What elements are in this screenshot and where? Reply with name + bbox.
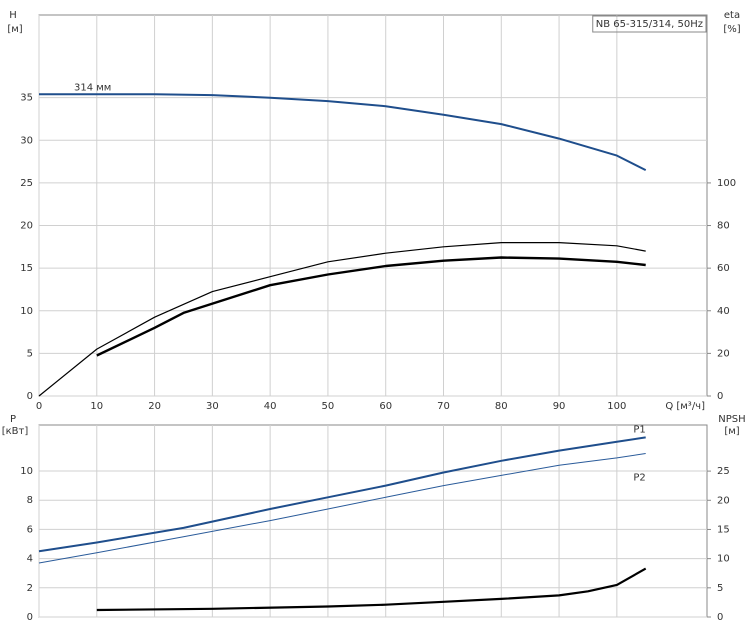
- y2-axis-unit: [м]: [724, 426, 739, 437]
- x-tick-label: 90: [553, 401, 566, 412]
- y2-axis-label: NPSH: [718, 414, 745, 425]
- chart-title: NB 65-315/314, 50Hz: [596, 19, 703, 30]
- y-tick-label: 8: [27, 495, 33, 506]
- y-tick-label: 35: [20, 93, 33, 104]
- y-tick-label: 6: [27, 524, 33, 535]
- y2-tick-label: 5: [717, 583, 723, 594]
- y2-tick-label: 25: [717, 466, 730, 477]
- x-tick-label: 10: [90, 401, 103, 412]
- y-tick-label: 15: [20, 263, 33, 274]
- x-tick-label: 100: [607, 401, 626, 412]
- curve: [96, 567, 647, 612]
- y2-tick-label: 40: [717, 306, 730, 317]
- y-tick-label: 10: [20, 306, 33, 317]
- x-tick-label: 50: [322, 401, 335, 412]
- y2-tick-label: 15: [717, 524, 730, 535]
- x-tick-label: 80: [495, 401, 508, 412]
- series-label: 314 мм: [74, 82, 111, 93]
- y2-tick-label: 80: [717, 221, 730, 232]
- y-tick-label: 20: [20, 221, 33, 232]
- y2-axis-unit: [%]: [723, 24, 740, 35]
- curve: [39, 93, 647, 171]
- x-tick-label: 30: [206, 401, 219, 412]
- y-axis-unit: [м]: [7, 24, 22, 35]
- curve: [38, 436, 646, 553]
- y-tick-label: 25: [20, 178, 33, 189]
- curve: [96, 256, 646, 357]
- y-axis-label: H: [9, 10, 17, 21]
- series-label: P1: [633, 424, 645, 435]
- x-tick-label: 0: [36, 401, 42, 412]
- curve: [38, 453, 646, 564]
- y-tick-label: 5: [27, 348, 33, 359]
- y-tick-label: 10: [20, 466, 33, 477]
- y-axis-unit: [кВт]: [2, 426, 29, 437]
- x-tick-label: 60: [379, 401, 392, 412]
- plot-area: [38, 424, 708, 618]
- y2-axis-label: eta: [724, 10, 740, 21]
- y2-tick-label: 60: [717, 263, 730, 274]
- x-axis-label: Q [м³/ч]: [665, 401, 705, 412]
- y-axis-label: P: [10, 414, 16, 425]
- series-label: P2: [633, 472, 645, 483]
- y-tick-label: 0: [27, 391, 33, 402]
- curve: [38, 242, 646, 397]
- y2-tick-label: 0: [717, 612, 723, 623]
- y2-tick-label: 20: [717, 348, 730, 359]
- y-tick-label: 2: [27, 583, 33, 594]
- x-tick-label: 20: [148, 401, 161, 412]
- x-tick-label: 70: [437, 401, 450, 412]
- title-box: [592, 15, 707, 33]
- y2-tick-label: 100: [717, 178, 736, 189]
- y2-tick-label: 0: [717, 391, 723, 402]
- y2-tick-label: 10: [717, 554, 730, 565]
- y-tick-label: 4: [27, 554, 33, 565]
- y2-tick-label: 20: [717, 495, 730, 506]
- plot-area: [38, 14, 708, 397]
- y-tick-label: 30: [20, 135, 33, 146]
- x-tick-label: 40: [264, 401, 277, 412]
- y-tick-label: 0: [27, 612, 33, 623]
